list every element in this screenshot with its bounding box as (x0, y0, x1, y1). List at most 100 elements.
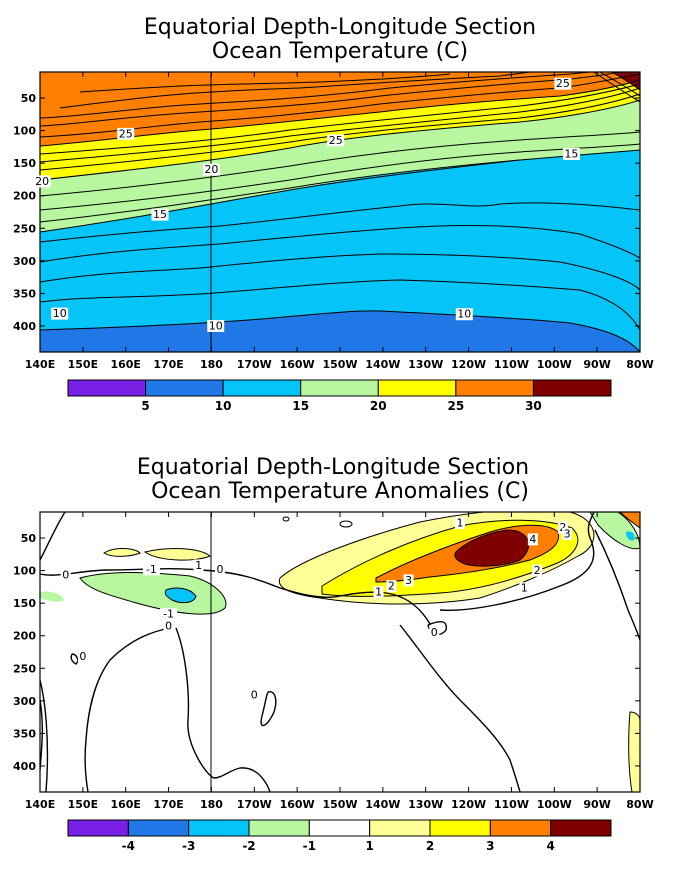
x-tick-label: 170E (153, 358, 183, 371)
temperature-panel: Equatorial Depth-Longitude Section Ocean… (13, 15, 654, 413)
x-tick-label: 140E (25, 798, 55, 811)
colorbar-swatch (550, 819, 612, 837)
y-tick-label: 350 (13, 727, 36, 740)
contour-label: 0 (251, 688, 258, 701)
contour-label-bg (77, 650, 88, 663)
x-tick-label: 160W (280, 358, 315, 371)
contour-label-bg (455, 308, 473, 321)
contour-label-bg (163, 619, 174, 632)
colorbar-tick-label: 5 (141, 399, 149, 413)
colorbar-tick-label: 1 (365, 839, 373, 853)
y-tick-label: 100 (13, 125, 36, 138)
x-tick-label: 140W (365, 358, 400, 371)
colorbar-swatch (455, 379, 534, 397)
y-tick-label: 50 (21, 92, 37, 105)
y-tick-label: 300 (13, 255, 36, 268)
x-tick-label: 160W (280, 798, 315, 811)
anomaly-panel: Equatorial Depth-Longitude Section Ocean… (13, 455, 654, 853)
colorbar-tick-label: -2 (242, 839, 255, 853)
y-tick-label: 400 (13, 320, 36, 333)
y-tick-label: 100 (13, 565, 36, 578)
contour-label-bg (151, 208, 169, 221)
contour-label: 25 (329, 134, 343, 147)
y-tick-label: 150 (13, 597, 36, 610)
colorbar-swatch (67, 379, 147, 397)
contour-label: 0 (62, 569, 69, 582)
contour-label: 0 (431, 626, 438, 639)
x-tick-label: 120W (451, 358, 486, 371)
x-tick-label: 160E (110, 798, 140, 811)
colorbar-swatch (145, 379, 224, 397)
x-tick-label: 80W (626, 798, 653, 811)
contour-label: 0 (79, 650, 86, 663)
contour-label: -1 (163, 608, 174, 621)
contour-label-bg (60, 569, 71, 582)
colorbar-tick-label: 15 (292, 399, 309, 413)
y-tick-label: 250 (13, 222, 36, 235)
contour-label: 2 (388, 580, 395, 593)
contour-label-bg (557, 521, 568, 534)
contour-label: 2 (534, 564, 541, 577)
x-tick-label: 130W (408, 798, 443, 811)
x-tick-label: 150E (68, 798, 98, 811)
top-axes: 140E 150E 160E 170E 180 170W 160W 150W 140W 130W 1… (13, 72, 654, 371)
colorbar-tick-label: -4 (122, 839, 135, 853)
contour-label-bg (429, 626, 440, 639)
x-tick-label: 150E (68, 358, 98, 371)
contour-label-bg (207, 319, 225, 332)
x-tick-label: 130W (408, 358, 443, 371)
contour-label-bg (386, 580, 397, 593)
colorbar-tick-label: -3 (182, 839, 195, 853)
x-tick-label: 160E (110, 358, 140, 371)
colorbar-tick-label: 20 (370, 399, 387, 413)
y-tick-label: 300 (13, 695, 36, 708)
top-subtitle: Ocean Temperature (C) (212, 39, 468, 64)
x-tick-label: 90W (583, 798, 610, 811)
x-tick-label: 150W (322, 798, 357, 811)
y-tick-label: 200 (13, 190, 36, 203)
contour-label: 25 (556, 77, 570, 90)
x-tick-label: 140W (365, 798, 400, 811)
contour-label: 2 (559, 521, 566, 534)
contour-label-bg (562, 148, 580, 161)
top-contour-labels: 25 25 25 15 20 20 15 10 10 10 (33, 77, 580, 332)
contour-label: 1 (375, 586, 382, 599)
colorbar-swatch (489, 819, 552, 837)
x-tick-label: 120W (451, 798, 486, 811)
contour-label: 0 (165, 619, 172, 632)
contour-label-bg (532, 564, 543, 577)
x-tick-label: 150W (322, 358, 357, 371)
contour-label-bg (215, 563, 225, 576)
contour-label-bg (554, 77, 572, 90)
colorbar-tick-label: 30 (525, 399, 542, 413)
contour-label-bg (519, 582, 530, 595)
contour-label: 20 (204, 163, 218, 176)
x-tick-label: 110W (494, 358, 529, 371)
contour-label: 1 (195, 559, 202, 572)
contour-label-bg (117, 127, 135, 140)
contour-label-bg (51, 307, 69, 320)
y-tick-label: 50 (21, 532, 37, 545)
x-tick-label: 170E (153, 798, 183, 811)
contour-label: 1 (521, 582, 528, 595)
x-tick-label: 100W (537, 798, 572, 811)
y-tick-label: 200 (13, 630, 36, 643)
contour-label: 3 (564, 528, 571, 541)
y-tick-label: 400 (13, 760, 36, 773)
bottom-title: Equatorial Depth-Longitude Section (137, 455, 529, 480)
colorbar-swatch (67, 819, 129, 837)
x-tick-label: 80W (626, 358, 653, 371)
x-tick-label: 110W (494, 798, 529, 811)
x-tick-label: 180 (200, 798, 223, 811)
colorbar-swatch (188, 819, 250, 837)
contour-label: 4 (529, 533, 536, 546)
temperature-field (40, 72, 640, 352)
contour-label: 10 (53, 307, 67, 320)
colorbar-swatch (127, 819, 190, 837)
anomaly-field (40, 512, 640, 792)
x-tick-label: 170W (237, 798, 272, 811)
colorbar-swatch (369, 819, 431, 837)
contour-label-bg (403, 574, 414, 587)
colorbar-tick-label: 4 (546, 839, 554, 853)
contour-label-bg (527, 533, 538, 546)
